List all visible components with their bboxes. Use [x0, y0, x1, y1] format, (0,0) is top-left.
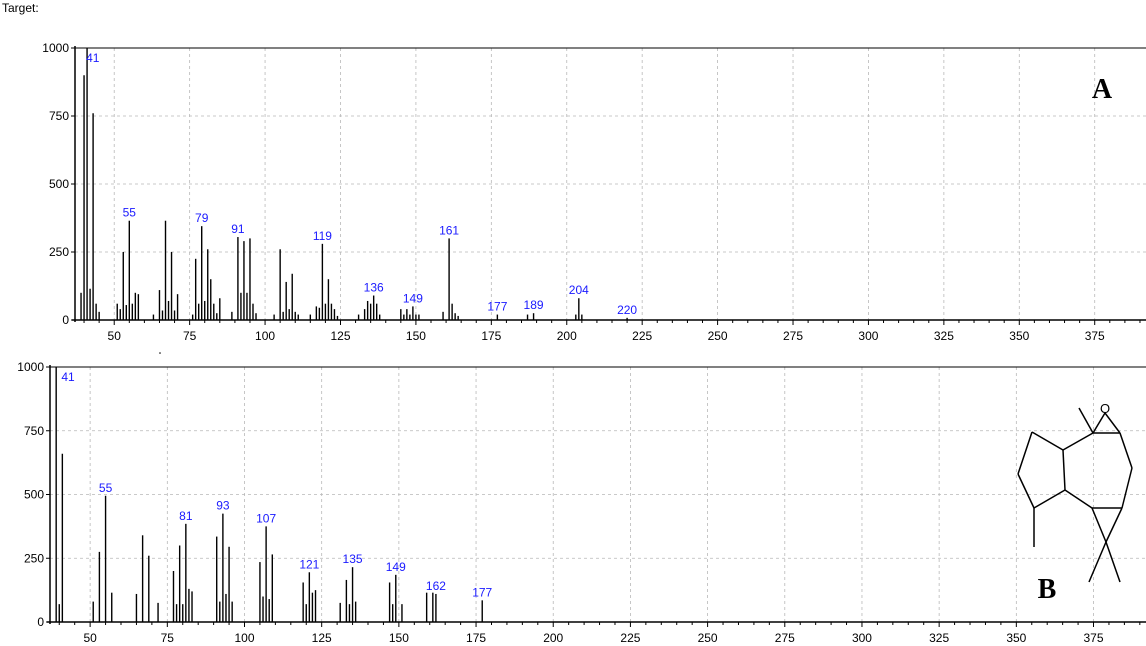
x-tick-label: 250 — [708, 329, 728, 343]
y-tick-label: 1000 — [42, 41, 69, 55]
peak-mz-label: 119 — [313, 229, 332, 243]
peak-mz-label: 135 — [343, 552, 363, 566]
x-tick-label: 225 — [632, 329, 652, 343]
oxygen-atom-label: O — [1100, 401, 1110, 416]
y-tick-label: 750 — [49, 109, 69, 123]
x-tick-label: 75 — [161, 631, 175, 645]
x-tick-label: 200 — [557, 329, 577, 343]
x-tick-label: 125 — [312, 631, 332, 645]
x-tick-label: 200 — [543, 631, 563, 645]
peak-mz-label: 220 — [617, 303, 637, 317]
peak-mz-label: 107 — [256, 511, 276, 525]
x-tick-label: 375 — [1085, 329, 1105, 343]
peak-mz-label: 93 — [216, 499, 230, 513]
x-tick-label: 175 — [466, 631, 486, 645]
y-tick-label: 0 — [37, 615, 44, 629]
stray-dot — [159, 352, 161, 354]
x-tick-label: 75 — [183, 329, 197, 343]
peak-mz-label: 41 — [86, 51, 100, 65]
x-tick-label: 225 — [620, 631, 640, 645]
y-tick-label: 500 — [24, 488, 44, 502]
peak-mz-label: 41 — [61, 370, 75, 384]
peak-mz-label: 189 — [524, 298, 544, 312]
y-tick-label: 500 — [49, 177, 69, 191]
x-tick-label: 150 — [406, 329, 426, 343]
y-tick-label: 1000 — [17, 360, 44, 374]
peak-mz-label: 177 — [487, 300, 507, 314]
peak-mz-label: 162 — [426, 579, 446, 593]
peak-mz-label: 161 — [439, 223, 459, 237]
y-tick-label: 0 — [62, 313, 69, 327]
peak-mz-label: 149 — [386, 560, 406, 574]
x-tick-label: 50 — [83, 631, 97, 645]
y-tick-label: 750 — [24, 424, 44, 438]
x-tick-label: 150 — [389, 631, 409, 645]
peak-mz-label: 55 — [99, 481, 113, 495]
peak-mz-label: 121 — [299, 557, 319, 571]
x-tick-label: 350 — [1009, 329, 1029, 343]
peak-mz-label: 204 — [569, 283, 589, 297]
panel-letter: B — [1038, 574, 1057, 605]
x-tick-label: 100 — [255, 329, 275, 343]
peak-mz-label: 55 — [123, 206, 137, 220]
x-tick-label: 50 — [108, 329, 122, 343]
spectrum-panel-a: 0 250 500 750 1000 50 75 100 125 150 175 200 225 250 2… — [42, 41, 1146, 343]
x-tick-label: 275 — [783, 329, 803, 343]
peak-mz-label: 81 — [179, 509, 193, 523]
x-tick-label: 300 — [852, 631, 872, 645]
x-tick-label: 175 — [481, 329, 501, 343]
x-tick-label: 250 — [698, 631, 718, 645]
spectrum-panel-b: 0 250 500 750 1000 50 75 100 125 150 175 200 225 250 2… — [17, 360, 1146, 645]
x-tick-label: 375 — [1083, 631, 1103, 645]
x-tick-label: 275 — [775, 631, 795, 645]
x-tick-label: 325 — [929, 631, 949, 645]
peak-mz-label: 149 — [403, 291, 423, 305]
y-tick-label: 250 — [49, 245, 69, 259]
target-label: Target: — [2, 1, 39, 15]
chemical-structure-drawing: O — [1017, 401, 1133, 583]
x-tick-label: 125 — [330, 329, 350, 343]
peak-mz-label: 136 — [364, 281, 384, 295]
peak-mz-label: 79 — [195, 211, 209, 225]
y-tick-label: 250 — [24, 551, 44, 565]
peak-mz-label: 177 — [472, 585, 492, 599]
x-tick-label: 300 — [858, 329, 878, 343]
peak-mz-label: 91 — [231, 222, 245, 236]
x-tick-label: 325 — [934, 329, 954, 343]
x-tick-label: 350 — [1006, 631, 1026, 645]
x-tick-label: 100 — [234, 631, 254, 645]
panel-letter: A — [1092, 74, 1113, 105]
